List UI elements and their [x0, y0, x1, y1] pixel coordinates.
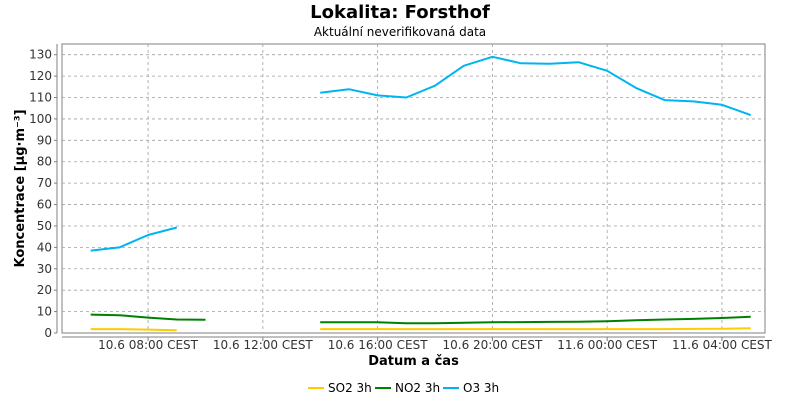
x-axis: 10.6 08:00 CEST 10.6 12:00 CEST 10.6 16:00… [62, 336, 773, 352]
x-tick-label: 11.6 00:00 CEST [557, 338, 658, 352]
y-tick-label: 10 [37, 305, 52, 319]
y-tick-label: 40 [37, 240, 52, 254]
y-tick-label: 0 [44, 326, 52, 340]
chart-title: Lokalita: Forsthof [310, 2, 490, 23]
y-tick-label: 120 [29, 69, 52, 83]
y-tick-label: 60 [37, 198, 52, 212]
y-tick-label: 100 [29, 112, 52, 126]
y-tick-label: 80 [37, 155, 52, 169]
x-tick-label: 10.6 12:00 CEST [213, 338, 314, 352]
y-tick-label: 30 [37, 262, 52, 276]
series-line-so2-3h [320, 327, 751, 331]
y-axis-label: Koncentrace [µg·m⁻³] [13, 109, 28, 267]
legend-label-no2-3h: NO2 3h [395, 381, 440, 395]
series-line-no2-3h [90, 313, 206, 321]
x-tick-label: 10.6 20:00 CEST [442, 338, 543, 352]
y-tick-label: 20 [37, 283, 52, 297]
plot-area [61, 43, 766, 334]
series-lines [90, 55, 752, 332]
legend: SO2 3h NO2 3h O3 3h [308, 381, 499, 395]
x-axis-label: Datum a čas [368, 354, 459, 369]
x-tick-label: 10.6 08:00 CEST [98, 338, 199, 352]
y-tick-label: 130 [29, 48, 52, 62]
chart-subtitle: Aktuální neverifikovaná data [314, 25, 486, 39]
legend-label-o3-3h: O3 3h [463, 381, 499, 395]
x-tick-label: 11.6 04:00 CEST [672, 338, 773, 352]
y-tick-label: 110 [29, 91, 52, 105]
grid-lines [62, 44, 765, 333]
series-line-so2-3h [90, 328, 177, 332]
y-tick-label: 50 [37, 219, 52, 233]
series-line-o3-3h [90, 226, 178, 252]
y-tick-label: 90 [37, 133, 52, 147]
legend-label-so2-3h: SO2 3h [328, 381, 372, 395]
series-line-o3-3h [320, 55, 752, 117]
y-axis: 0 10 20 30 40 50 60 70 80 90 100 110 120 130 [29, 44, 58, 340]
y-tick-label: 70 [37, 176, 52, 190]
series-line-no2-3h [320, 315, 751, 325]
x-tick-label: 10.6 16:00 CEST [328, 338, 429, 352]
